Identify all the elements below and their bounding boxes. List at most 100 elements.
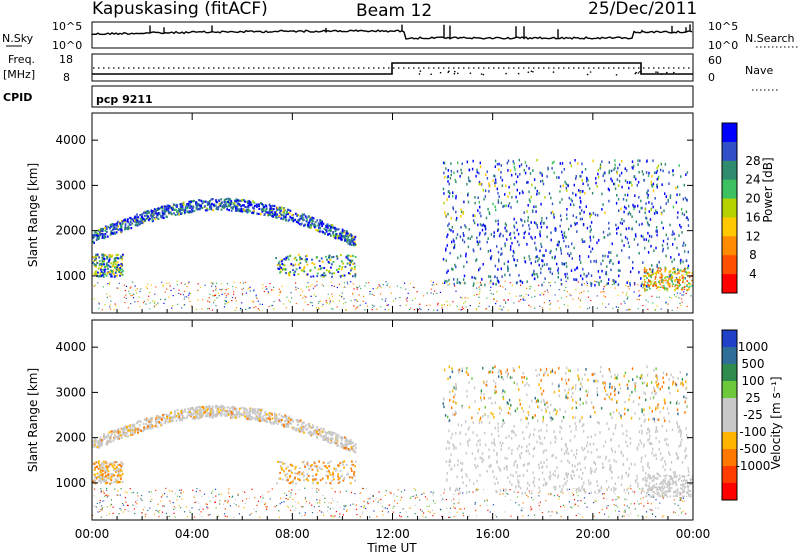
echo-cell [219, 411, 221, 415]
echo-cell [117, 429, 119, 432]
echo-cell [579, 300, 582, 302]
echo-cell [526, 181, 528, 184]
echo-cell [259, 309, 261, 311]
echo-cell [494, 264, 497, 268]
echo-cell [554, 227, 556, 230]
echo-cell [503, 299, 505, 301]
echo-cell [176, 409, 179, 412]
echo-cell [251, 409, 254, 412]
echo-cell [109, 281, 111, 283]
echo-cell [190, 414, 193, 417]
echo-cell [164, 418, 167, 421]
echo-cell [108, 475, 111, 478]
echo-cell [225, 198, 227, 201]
echo-cell [310, 224, 312, 227]
echo-cell [597, 270, 600, 273]
echo-cell [656, 185, 658, 189]
echo-cell [665, 195, 667, 198]
echo-cell [666, 242, 669, 246]
echo-cell [108, 283, 110, 285]
echo-cell [349, 272, 351, 275]
echo-cell [623, 515, 625, 517]
echo-cell [130, 295, 132, 297]
echo-cell [554, 294, 556, 296]
echo-cell [142, 302, 145, 304]
echo-cell [495, 303, 497, 305]
echo-cell [133, 219, 136, 222]
echo-cell [102, 263, 104, 266]
echo-cell [273, 204, 276, 208]
echo-cell [342, 262, 344, 265]
echo-cell [649, 274, 652, 277]
echo-cell [101, 256, 104, 259]
echo-cell [154, 293, 156, 295]
echo-cell [656, 305, 658, 307]
echo-cell [380, 287, 382, 289]
echo-cell [667, 279, 669, 282]
echo-cell [253, 289, 255, 291]
echo-cell [476, 489, 478, 491]
echo-cell [232, 285, 234, 288]
echo-cell [100, 516, 102, 518]
echo-cell [337, 473, 340, 476]
echo-cell [298, 223, 301, 226]
echo-cell [113, 437, 116, 440]
echo-cell [494, 174, 496, 178]
echo-cell [589, 225, 591, 228]
echo-cell [674, 237, 676, 241]
echo-cell [278, 288, 280, 290]
echo-cell [134, 427, 137, 430]
echo-cell [674, 278, 677, 281]
echo-cell [236, 307, 238, 309]
echo-cell [117, 287, 119, 289]
echo-cell [626, 237, 629, 241]
echo-cell [122, 502, 124, 504]
echo-cell [254, 408, 257, 411]
echo-cell [117, 428, 120, 431]
echo-cell [306, 286, 308, 288]
echo-cell [643, 268, 646, 271]
echo-cell [652, 182, 655, 186]
echo-cell [233, 202, 236, 205]
echo-cell [115, 430, 118, 434]
echo-cell [433, 309, 435, 311]
echo-cell [565, 286, 567, 288]
echo-cell [600, 262, 602, 266]
echo-cell [320, 223, 323, 226]
echo-cell [660, 212, 663, 216]
echo-cell [249, 286, 251, 288]
echo-cell [509, 233, 511, 236]
echo-cell [543, 254, 545, 257]
echo-cell [190, 412, 193, 415]
echo-cell [671, 280, 673, 283]
echo-cell [325, 301, 327, 303]
echo-cell [622, 291, 624, 294]
echo-cell [144, 506, 146, 508]
echo-cell [550, 238, 552, 242]
echo-cell [343, 505, 345, 507]
echo-cell [309, 466, 312, 469]
echo-cell [238, 415, 241, 418]
echo-cell [620, 303, 622, 305]
echo-cell [112, 269, 115, 272]
echo-cell [257, 500, 260, 502]
echo-cell [245, 209, 248, 212]
echo-cell [639, 488, 641, 490]
echo-cell [247, 202, 249, 205]
echo-cell [615, 306, 617, 308]
echo-cell [320, 266, 323, 269]
echo-cell [679, 269, 682, 272]
echo-cell [679, 223, 681, 227]
echo-cell [395, 298, 397, 300]
echo-cell [505, 224, 507, 227]
echo-cell [343, 478, 346, 481]
echo-cell [173, 512, 175, 514]
echo-cell [169, 206, 172, 209]
echo-cell [543, 221, 545, 225]
echo-cell [480, 182, 482, 186]
echo-cell [355, 504, 357, 506]
echo-cell [101, 479, 104, 482]
echo-cell [253, 508, 255, 510]
echo-cell [248, 408, 251, 411]
echo-cell [478, 233, 481, 237]
